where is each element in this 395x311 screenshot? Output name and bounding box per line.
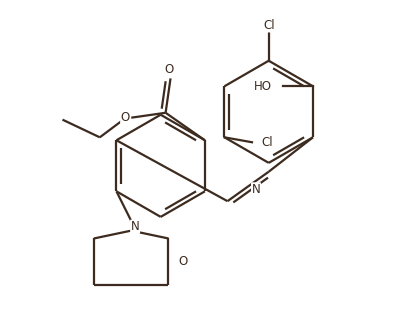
- Text: Cl: Cl: [263, 19, 275, 32]
- Text: HO: HO: [254, 80, 272, 93]
- Text: N: N: [131, 220, 139, 233]
- Text: O: O: [121, 111, 130, 124]
- Text: N: N: [252, 183, 260, 196]
- Text: Cl: Cl: [262, 136, 273, 149]
- Text: O: O: [178, 255, 188, 268]
- Text: O: O: [164, 63, 173, 76]
